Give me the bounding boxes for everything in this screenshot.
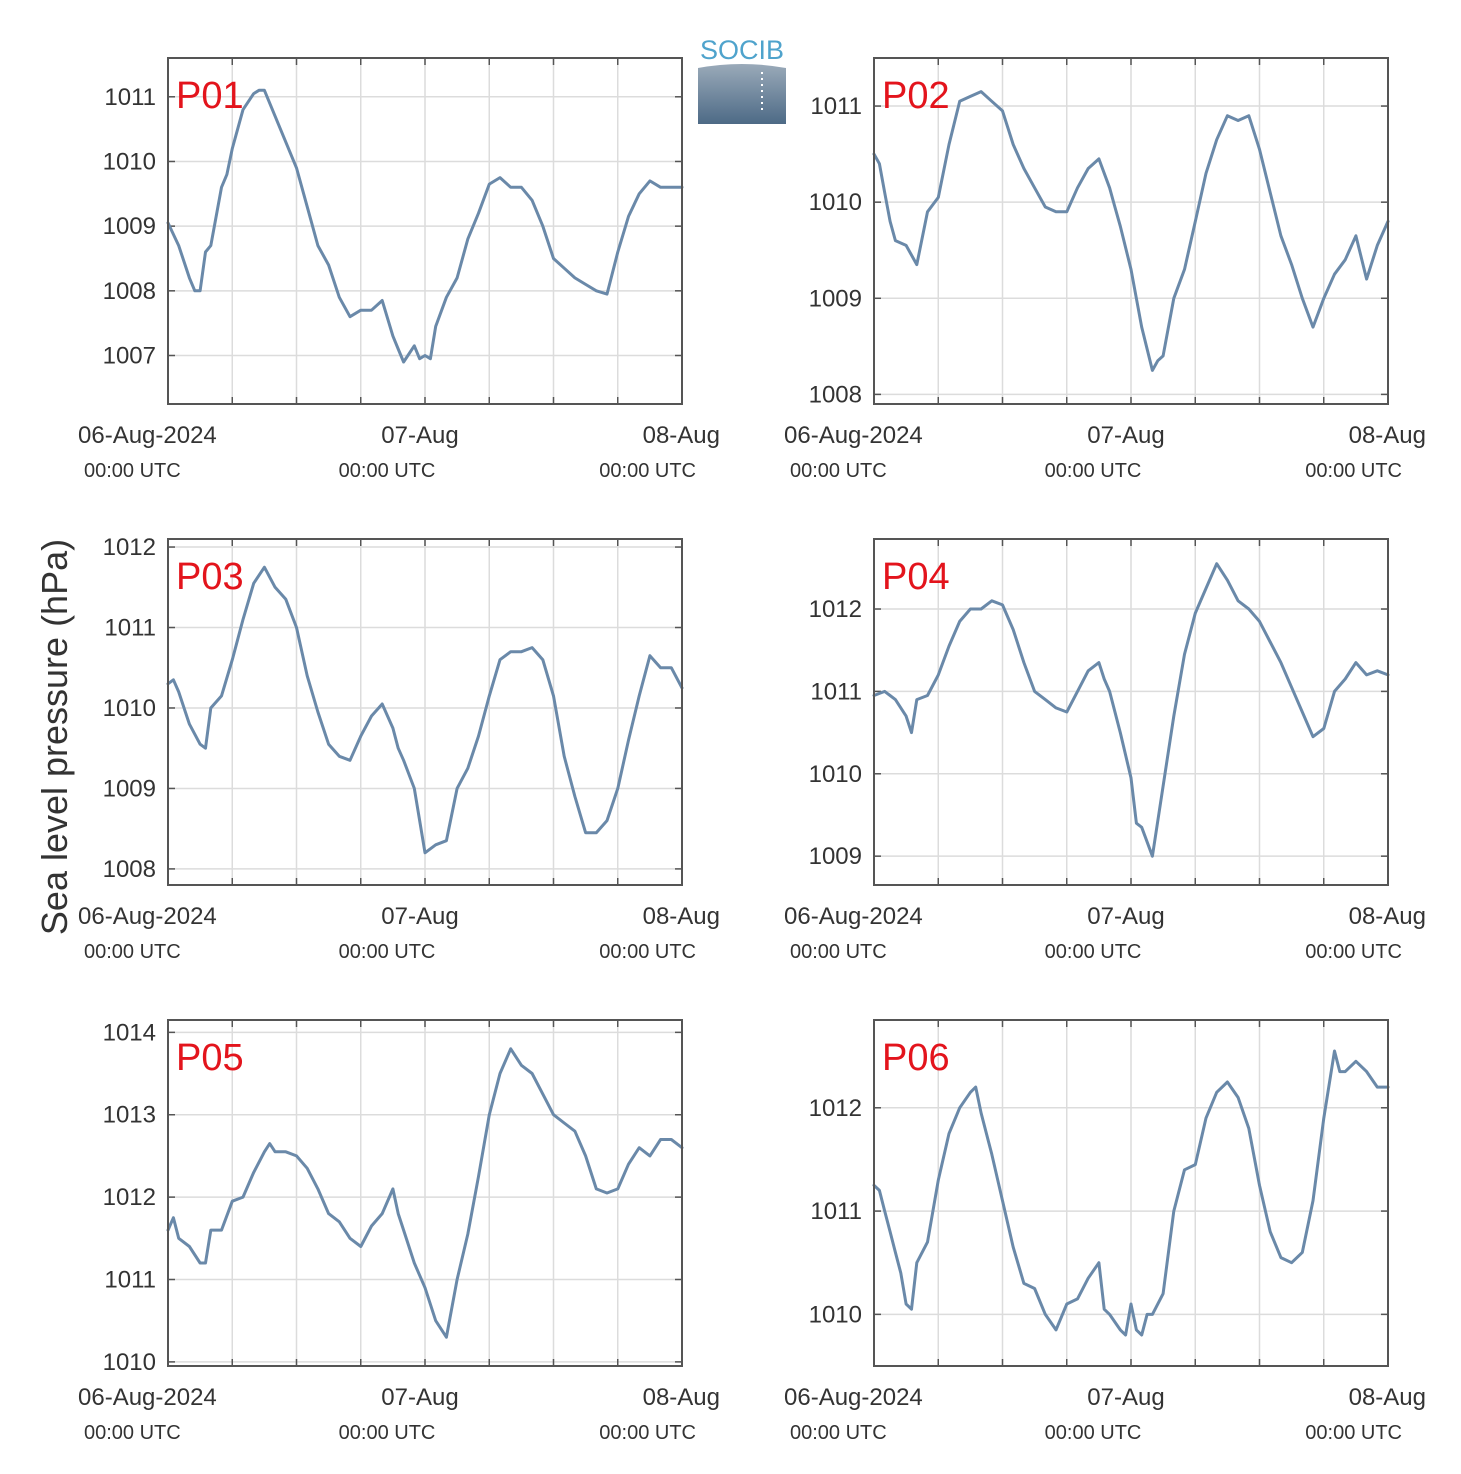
x-tick-sublabel: 00:00 UTC (339, 460, 436, 482)
panel-label: P05 (176, 1037, 244, 1079)
panel-p06: 1010 1011 1012 06-Aug-2024 00:00 UTC 07-Aug 00… (784, 1019, 1426, 1444)
y-tick-label: 1010 (809, 761, 862, 788)
x-tick-sublabel: 00:00 UTC (84, 1422, 181, 1444)
y-axis-label: Sea level pressure (hPa) (34, 539, 75, 935)
series-line (872, 1049, 1390, 1337)
x-tick-sublabel: 00:00 UTC (1045, 1422, 1142, 1444)
y-tick-label: 1009 (809, 285, 862, 312)
panel-label: P06 (882, 1037, 950, 1079)
x-tick-label: 07-Aug (1087, 903, 1164, 930)
x-tick-sublabel: 00:00 UTC (599, 941, 696, 963)
x-tick-label: 06-Aug-2024 (78, 422, 217, 449)
panel-p02: 1008 1009 1010 1011 06-Aug-2024 00:00 UTC 07-A… (784, 57, 1426, 482)
x-tick-sublabel: 00:00 UTC (790, 1422, 887, 1444)
panel-label: P04 (882, 556, 950, 598)
x-tick-label: 07-Aug (1087, 422, 1164, 449)
x-tick-label: 07-Aug (1087, 1384, 1164, 1411)
x-tick-sublabel: 00:00 UTC (790, 941, 887, 963)
y-tick-label: 1012 (103, 1184, 156, 1211)
series-line (166, 88, 684, 364)
socib-logo-text: SOCIB (700, 35, 784, 65)
y-tick-label: 1008 (103, 278, 156, 305)
y-tick-label: 1009 (103, 213, 156, 240)
panel-p03: 1008 1009 1010 1011 1012 06-Aug-2024 00:00 UTC… (78, 534, 720, 963)
x-tick-sublabel: 00:00 UTC (1305, 941, 1402, 963)
y-tick-label: 1010 (809, 1301, 862, 1328)
series-line (872, 90, 1390, 372)
x-tick-label: 08-Aug (643, 422, 720, 449)
x-tick-sublabel: 00:00 UTC (1305, 1422, 1402, 1444)
y-tick-label: 1014 (103, 1019, 156, 1046)
x-tick-sublabel: 00:00 UTC (790, 460, 887, 482)
x-tick-sublabel: 00:00 UTC (1045, 941, 1142, 963)
y-tick-label: 1011 (810, 678, 862, 705)
x-tick-label: 06-Aug-2024 (78, 1384, 217, 1411)
x-tick-sublabel: 00:00 UTC (84, 941, 181, 963)
y-tick-label: 1012 (103, 534, 156, 561)
x-tick-sublabel: 00:00 UTC (1045, 460, 1142, 482)
series-line (166, 565, 684, 855)
x-tick-sublabel: 00:00 UTC (1305, 460, 1402, 482)
y-tick-label: 1012 (809, 596, 862, 623)
x-tick-sublabel: 00:00 UTC (599, 460, 696, 482)
y-tick-label: 1013 (103, 1102, 156, 1129)
y-tick-label: 1011 (104, 84, 156, 111)
panel-label: P03 (176, 556, 244, 598)
y-tick-label: 1011 (810, 93, 862, 120)
y-tick-label: 1010 (103, 148, 156, 175)
y-tick-label: 1012 (809, 1095, 862, 1122)
series-line (872, 562, 1390, 858)
y-tick-label: 1008 (809, 381, 862, 408)
panel-p05: 1010 1011 1012 1013 1014 06-Aug-2024 00:00 UTC… (78, 1019, 720, 1444)
panel-p04: 1009 1010 1011 1012 06-Aug-2024 00:00 UTC 07-A… (784, 538, 1426, 963)
series-line (166, 1047, 684, 1339)
socib-logo: SOCIB (698, 35, 786, 124)
plot-frame (167, 57, 683, 405)
y-tick-label: 1010 (809, 189, 862, 216)
plot-frame (873, 1019, 1389, 1367)
x-tick-label: 06-Aug-2024 (784, 422, 923, 449)
x-tick-label: 06-Aug-2024 (784, 1384, 923, 1411)
x-tick-sublabel: 00:00 UTC (339, 941, 436, 963)
y-tick-label: 1009 (809, 843, 862, 870)
plot-frame (167, 1019, 683, 1367)
x-tick-label: 07-Aug (381, 1384, 458, 1411)
x-tick-sublabel: 00:00 UTC (84, 460, 181, 482)
x-tick-label: 07-Aug (381, 903, 458, 930)
x-tick-label: 07-Aug (381, 422, 458, 449)
plot-frame (873, 538, 1389, 886)
x-tick-label: 08-Aug (643, 1384, 720, 1411)
panel-label: P01 (176, 75, 244, 117)
y-tick-label: 1007 (103, 342, 156, 369)
x-tick-sublabel: 00:00 UTC (339, 1422, 436, 1444)
x-tick-sublabel: 00:00 UTC (599, 1422, 696, 1444)
plot-frame (167, 538, 683, 886)
x-tick-label: 08-Aug (643, 903, 720, 930)
x-tick-label: 06-Aug-2024 (784, 903, 923, 930)
plot-frame (873, 57, 1389, 405)
y-tick-label: 1009 (103, 775, 156, 802)
y-tick-label: 1011 (810, 1198, 862, 1225)
x-tick-label: 08-Aug (1349, 1384, 1426, 1411)
y-tick-label: 1010 (103, 1349, 156, 1376)
panel-p01: 1007 1008 1009 1010 1011 06-Aug-2024 00:00 UTC… (78, 57, 720, 482)
x-tick-label: 08-Aug (1349, 903, 1426, 930)
socib-wave-icon (698, 64, 786, 124)
x-tick-label: 08-Aug (1349, 422, 1426, 449)
y-tick-label: 1008 (103, 856, 156, 883)
x-tick-label: 06-Aug-2024 (78, 903, 217, 930)
panel-label: P02 (882, 75, 950, 117)
y-tick-label: 1010 (103, 695, 156, 722)
y-tick-label: 1011 (104, 1267, 156, 1294)
y-tick-label: 1011 (104, 615, 156, 642)
